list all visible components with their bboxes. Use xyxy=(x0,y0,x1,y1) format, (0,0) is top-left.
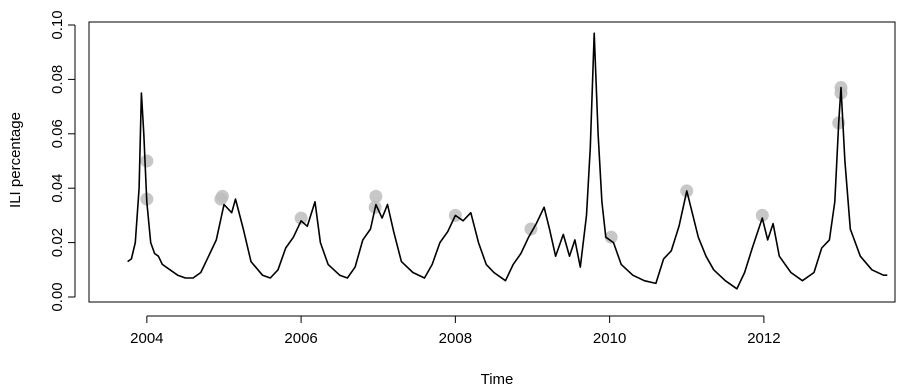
x-axis: 2004 2006 2008 2010 2012 xyxy=(130,315,781,347)
highlight-point-0 xyxy=(140,154,154,168)
x-tick-label-0: 2004 xyxy=(130,330,163,347)
y-tick-label-3: 0.06 xyxy=(49,119,66,148)
highlight-point-4 xyxy=(294,211,308,225)
y-tick-label-0: 0.00 xyxy=(49,282,66,311)
y-tick-label-4: 0.08 xyxy=(49,65,66,94)
plot-frame xyxy=(88,21,896,303)
x-tick-label-1: 2006 xyxy=(284,330,317,347)
highlight-point-3 xyxy=(214,192,228,206)
x-tick-label-3: 2010 xyxy=(593,330,626,347)
y-tick-label-5: 0.10 xyxy=(49,10,66,39)
highlight-markers xyxy=(140,81,848,244)
highlight-point-11 xyxy=(755,208,769,222)
x-axis-label: Time xyxy=(481,371,514,388)
y-tick-label-1: 0.02 xyxy=(49,228,66,257)
y-axis: 0.00 0.02 0.04 0.06 0.08 0.10 xyxy=(49,10,76,312)
y-axis-label: ILI percentage xyxy=(7,112,24,208)
x-tick-label-4: 2012 xyxy=(747,330,780,347)
y-tick-label-2: 0.04 xyxy=(49,174,66,203)
series-line-0 xyxy=(127,32,888,290)
highlight-point-9 xyxy=(604,230,618,244)
highlight-point-5 xyxy=(369,189,383,203)
x-tick-label-2: 2008 xyxy=(439,330,472,347)
series-layer xyxy=(127,32,888,290)
